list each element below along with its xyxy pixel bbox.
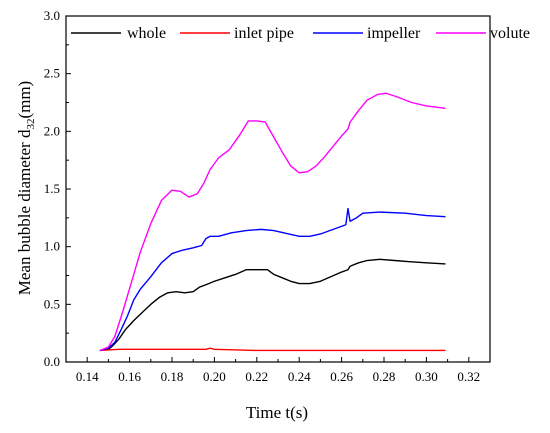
y-tick-label: 2.0 <box>44 123 60 138</box>
y-tick-label: 0.0 <box>44 354 60 369</box>
series-line-inlet-pipe <box>99 347 446 352</box>
legend-label: impeller <box>367 25 421 42</box>
y-tick-label: 3.0 <box>44 8 60 23</box>
x-tick-label: 0.14 <box>76 369 99 384</box>
x-tick-label: 0.28 <box>373 369 396 384</box>
legend-label: volute <box>490 25 530 42</box>
y-axis-title: Mean bubble diameter d32(mm) <box>15 81 37 295</box>
x-axis-title: Time t(s) <box>246 403 308 422</box>
y-axis-title-subscript: 32 <box>25 119 37 130</box>
legend: whole inlet pipe impeller volute <box>71 25 530 42</box>
x-tick-label: 0.22 <box>245 369 268 384</box>
y-axis-title-main: Mean bubble diameter d <box>15 129 34 295</box>
x-tick-label: 0.26 <box>330 369 353 384</box>
y-tick-label: 0.5 <box>44 296 60 311</box>
y-tick-label: 2.5 <box>44 66 60 81</box>
axes-layer: 0.14 0.16 0.18 0.20 0.22 0.24 0.26 0.28 0.30 0.32… <box>44 8 491 384</box>
y-tick-label: 1.5 <box>44 181 60 196</box>
legend-label: inlet pipe <box>234 25 294 42</box>
series-line-impeller <box>99 207 446 352</box>
x-tick-label: 0.32 <box>457 369 480 384</box>
series-layer <box>99 92 446 352</box>
x-tick-label: 0.30 <box>415 369 438 384</box>
series-line-volute <box>99 92 446 352</box>
x-tick-label: 0.24 <box>288 369 311 384</box>
series-line-whole <box>99 258 446 352</box>
x-tick-label: 0.20 <box>203 369 226 384</box>
y-tick-label: 1.0 <box>44 239 60 254</box>
x-tick-label: 0.18 <box>161 369 184 384</box>
y-axis-title-unit: (mm) <box>15 81 34 119</box>
legend-label: whole <box>127 25 166 42</box>
x-tick-label: 0.16 <box>118 369 141 384</box>
